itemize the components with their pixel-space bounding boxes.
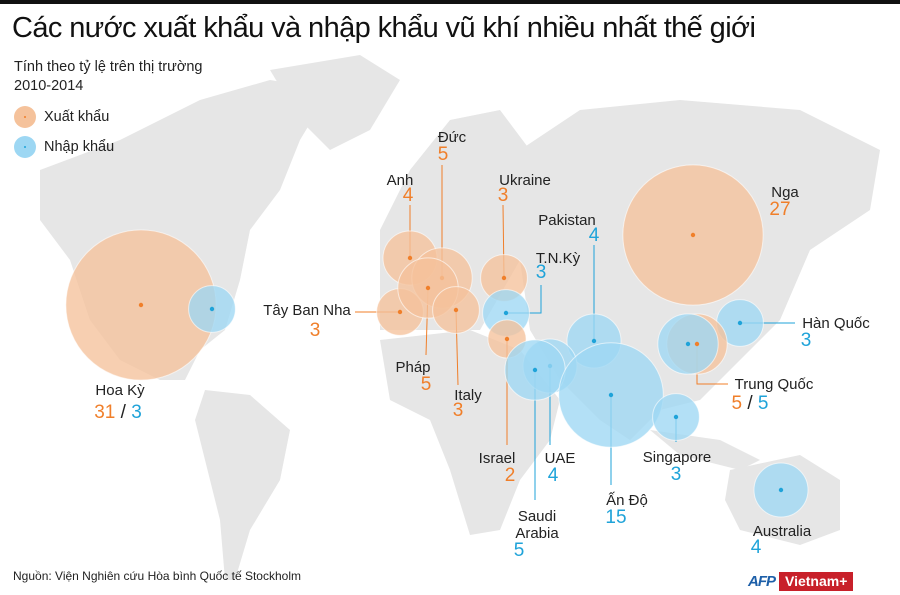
country-value-italy: 3: [453, 400, 464, 421]
import-value: 15: [605, 507, 626, 528]
country-value-trung-quoc: 5 / 5: [732, 393, 769, 414]
export-value: 3: [453, 400, 464, 421]
value-separator: /: [742, 393, 758, 414]
logos: AFP Vietnam+: [748, 572, 854, 591]
country-name-tay-ban-nha: Tây Ban Nha: [263, 302, 351, 319]
country-value-pakistan: 4: [589, 225, 600, 246]
vietnamplus-logo: Vietnam+: [779, 572, 854, 591]
country-value-duc: 5: [438, 144, 449, 165]
export-dot-italy: [453, 307, 459, 313]
country-name-nga: Nga: [771, 184, 799, 201]
export-dot-nga: [690, 232, 696, 238]
country-value-hoa-ky: 31 / 3: [94, 402, 142, 423]
subtitle: Tính theo tỷ lệ trên thị trường 2010-201…: [14, 58, 202, 96]
country-value-australia: 4: [751, 537, 762, 558]
import-bubble-icon: [14, 136, 36, 158]
country-name-saudi-arabia: Saudi: [518, 508, 556, 525]
country-name-phap: Pháp: [395, 359, 430, 376]
import-value: 4: [751, 537, 762, 558]
country-value-han-quoc: 3: [801, 330, 812, 351]
country-name-trung-quoc: Trung Quốc: [735, 376, 814, 393]
import-dot-hoa-ky: [209, 306, 215, 312]
country-name-t-n-ky: T.N.Kỳ: [536, 250, 581, 267]
export-value: 5: [421, 374, 432, 395]
afp-logo: AFP: [748, 573, 776, 590]
country-value-israel: 2: [505, 465, 516, 486]
export-value: 5: [438, 144, 449, 165]
country-value-phap: 5: [421, 374, 432, 395]
country-name-uae: UAE: [545, 450, 576, 467]
country-value-t-n-ky: 3: [536, 262, 547, 283]
import-value: 3: [671, 464, 682, 485]
country-value-saudi-arabia: 5: [514, 540, 525, 561]
export-value: 3: [498, 185, 509, 206]
legend-export-label: Xuất khẩu: [44, 109, 110, 125]
export-dot-hoa-ky: [138, 302, 144, 308]
country-name-singapore: Singapore: [643, 449, 711, 466]
export-dot-ukraine: [501, 275, 507, 281]
export-value: 31: [94, 402, 115, 423]
country-name-an-do: Ấn Độ: [606, 492, 648, 509]
country-value-singapore: 3: [671, 464, 682, 485]
import-value: 4: [548, 465, 559, 486]
import-dot-pakistan: [591, 338, 597, 344]
import-value: 5: [514, 540, 525, 561]
country-name-duc: Đức: [438, 129, 467, 146]
import-dot-trung-quoc: [685, 341, 691, 347]
import-value: 5: [758, 393, 769, 414]
country-name-israel: Israel: [479, 450, 516, 467]
import-dot-singapore: [673, 414, 679, 420]
legend-import-label: Nhập khẩu: [44, 139, 115, 155]
export-dot-tay-ban-nha: [397, 309, 403, 315]
country-value-uae: 4: [548, 465, 559, 486]
page-title: Các nước xuất khẩu và nhập khẩu vũ khí n…: [12, 12, 756, 44]
country-value-nga: 27: [769, 199, 790, 220]
country-name-ukraine: Ukraine: [499, 172, 551, 189]
import-dot-t-n-ky: [503, 310, 509, 316]
export-dot-anh: [407, 255, 413, 261]
export-value: 3: [310, 320, 321, 341]
country-name-pakistan: Pakistan: [538, 212, 596, 229]
export-bubble-icon: [14, 106, 36, 128]
import-dot-australia: [778, 487, 784, 493]
import-dot-an-do: [608, 392, 614, 398]
import-value: 3: [131, 402, 142, 423]
top-bar: [0, 0, 900, 4]
import-value: 3: [801, 330, 812, 351]
country-name-anh: Anh: [387, 172, 414, 189]
country-name-australia: Australia: [753, 523, 812, 540]
country-name-han-quoc: Hàn Quốc: [802, 315, 870, 332]
country-value-anh: 4: [403, 185, 414, 206]
export-value: 27: [769, 199, 790, 220]
subtitle-line-1: Tính theo tỷ lệ trên thị trường: [14, 59, 203, 75]
export-value: 4: [403, 185, 414, 206]
legend-export: Xuất khẩu: [14, 106, 109, 128]
value-separator: /: [115, 402, 131, 423]
export-dot-trung-quoc: [694, 341, 700, 347]
country-name-italy: Italy: [454, 387, 482, 404]
legend-import: Nhập khẩu: [14, 136, 114, 158]
country-value-ukraine: 3: [498, 185, 509, 206]
country-name-hoa-ky: Hoa Kỳ: [95, 382, 145, 399]
source-note: Nguồn: Viện Nghiên cứu Hòa bình Quốc tế …: [13, 569, 301, 583]
greenland: [270, 55, 400, 150]
export-value: 2: [505, 465, 516, 486]
export-dot-israel: [504, 336, 510, 342]
country-value-an-do: 15: [605, 507, 626, 528]
country-name-saudi-arabia-line2: Arabia: [515, 525, 559, 542]
import-dot-saudi-arabia: [532, 367, 538, 373]
import-dot-han-quoc: [737, 320, 743, 326]
country-value-tay-ban-nha: 3: [310, 320, 321, 341]
import-value: 3: [536, 262, 547, 283]
export-value: 5: [732, 393, 743, 414]
subtitle-period: 2010-2014: [14, 78, 84, 94]
export-dot-phap: [425, 285, 431, 291]
import-value: 4: [589, 225, 600, 246]
south-america: [195, 390, 290, 580]
